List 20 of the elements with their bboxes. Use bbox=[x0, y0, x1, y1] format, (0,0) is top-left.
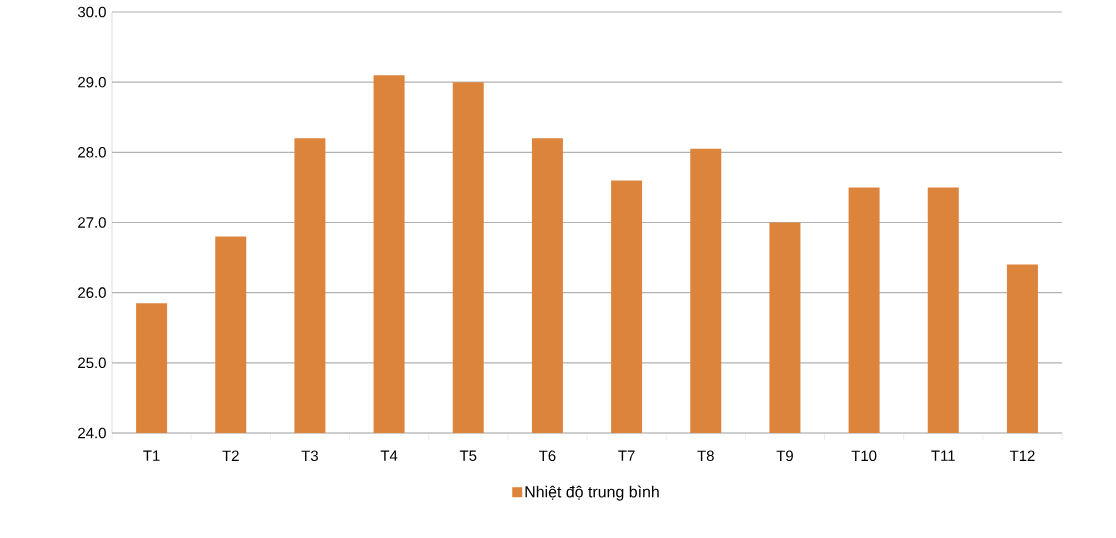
x-tick-label: T7 bbox=[618, 450, 635, 461]
x-tick-label: T1 bbox=[143, 450, 160, 461]
y-tick-label: 26.0 bbox=[78, 287, 106, 298]
y-tick-label: 25.0 bbox=[78, 357, 106, 369]
x-tick-label: T2 bbox=[222, 450, 239, 461]
legend-label: Nhiệt độ trung bình bbox=[525, 485, 659, 501]
x-tick-label: T8 bbox=[697, 450, 714, 462]
x-tick-label: T10 bbox=[851, 450, 877, 462]
y-tick-label: 29.0 bbox=[78, 76, 106, 88]
y-tick-label: 27.0 bbox=[78, 217, 106, 228]
x-tick-label: T9 bbox=[776, 450, 793, 462]
y-tick-label: 24.0 bbox=[78, 427, 106, 439]
x-tick-label: T6 bbox=[539, 450, 556, 462]
x-tick-label: T5 bbox=[459, 450, 477, 461]
x-tick-label: T3 bbox=[301, 450, 318, 462]
x-tick-label: T12 bbox=[1009, 450, 1035, 461]
y-tick-label: 28.0 bbox=[78, 147, 106, 158]
y-tick-label: 30.0 bbox=[77, 6, 106, 18]
x-tick-label: T11 bbox=[931, 450, 955, 461]
x-tick-label: T4 bbox=[380, 450, 398, 461]
